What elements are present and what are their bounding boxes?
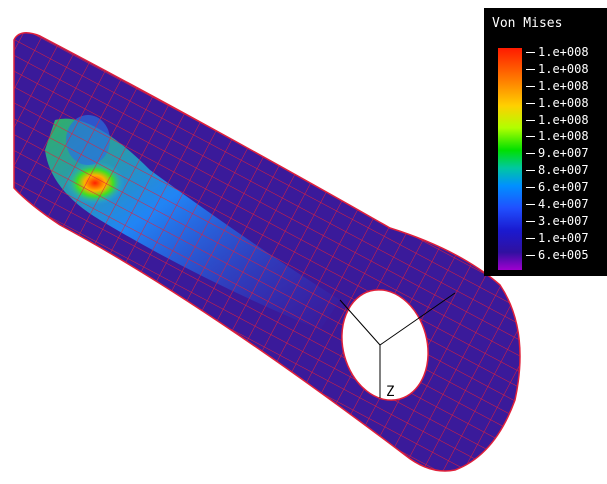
colorbar [498, 48, 522, 270]
legend-label: 1.e+008 [526, 130, 589, 147]
legend-label: 1.e+008 [526, 114, 589, 131]
legend-label: 1.e+008 [526, 97, 589, 114]
legend-label: 8.e+007 [526, 164, 589, 181]
legend-label: 6.e+005 [526, 249, 589, 266]
screenshot: Z Von Mises 1.e+0081.e+0081.e+0081.e+008… [0, 0, 607, 484]
legend-label: 4.e+007 [526, 198, 589, 215]
legend-label: 6.e+007 [526, 181, 589, 198]
legend-label: 1.e+008 [526, 80, 589, 97]
legend-label: 3.e+007 [526, 215, 589, 232]
legend-title: Von Mises [492, 16, 562, 31]
legend-label: 1.e+008 [526, 46, 589, 63]
legend-label: 9.e+007 [526, 147, 589, 164]
axis-label: Z [386, 384, 394, 400]
legend-label: 1.e+007 [526, 232, 589, 249]
legend-label: 1.e+008 [526, 63, 589, 80]
